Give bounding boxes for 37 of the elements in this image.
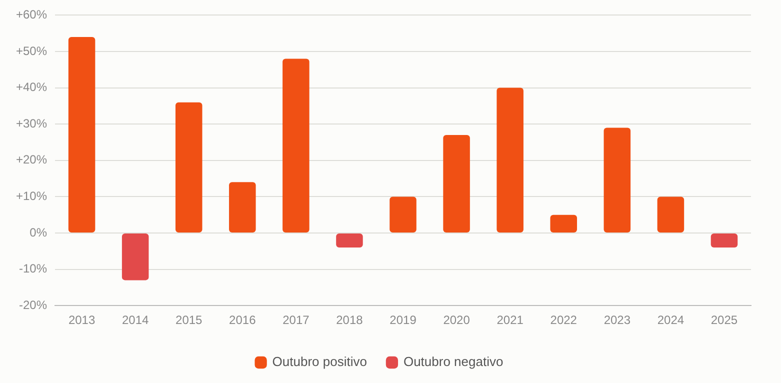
- x-tick-label: 2024: [657, 313, 684, 328]
- y-tick-label: +60%: [16, 8, 48, 22]
- bar: [68, 36, 96, 232]
- x-tick-label: 2016: [229, 313, 256, 328]
- y-tick-label: +30%: [16, 116, 48, 130]
- x-tick-label: 2021: [496, 313, 524, 328]
- x-tick-label: 2020: [443, 313, 470, 328]
- x-tick-label: 2025: [710, 313, 738, 328]
- bar: [710, 234, 738, 248]
- y-tick-label: +40%: [16, 80, 48, 94]
- x-tick-label: 2023: [604, 313, 631, 328]
- legend-label: Outubro positivo: [272, 354, 367, 370]
- x-tick-label: 2019: [390, 313, 417, 328]
- bar: [604, 128, 631, 232]
- x-tick-label: 2013: [68, 313, 96, 328]
- bar: [443, 134, 470, 232]
- bar: [282, 58, 310, 232]
- bar: [390, 196, 416, 232]
- y-tick-label: -20%: [19, 298, 48, 312]
- y-tick-label: +50%: [16, 44, 48, 58]
- bar: [229, 182, 256, 232]
- x-tick-label: 2022: [550, 313, 578, 328]
- bar: [550, 214, 578, 232]
- bar: [122, 234, 149, 280]
- x-tick-label: 2014: [122, 313, 149, 328]
- x-tick-label: 2018: [336, 313, 364, 328]
- y-tick-label: -10%: [19, 262, 48, 276]
- y-tick-label: +20%: [16, 152, 48, 167]
- x-tick-label: 2015: [176, 313, 203, 328]
- x-tick-label: 2017: [282, 313, 310, 328]
- bar: [175, 102, 202, 232]
- legend-label: Outubro negativo: [403, 354, 504, 370]
- bar: [496, 88, 524, 232]
- bar: [657, 196, 684, 232]
- y-tick-label: +10%: [16, 189, 48, 204]
- y-tick-label: 0%: [30, 225, 48, 240]
- bar: [336, 234, 363, 248]
